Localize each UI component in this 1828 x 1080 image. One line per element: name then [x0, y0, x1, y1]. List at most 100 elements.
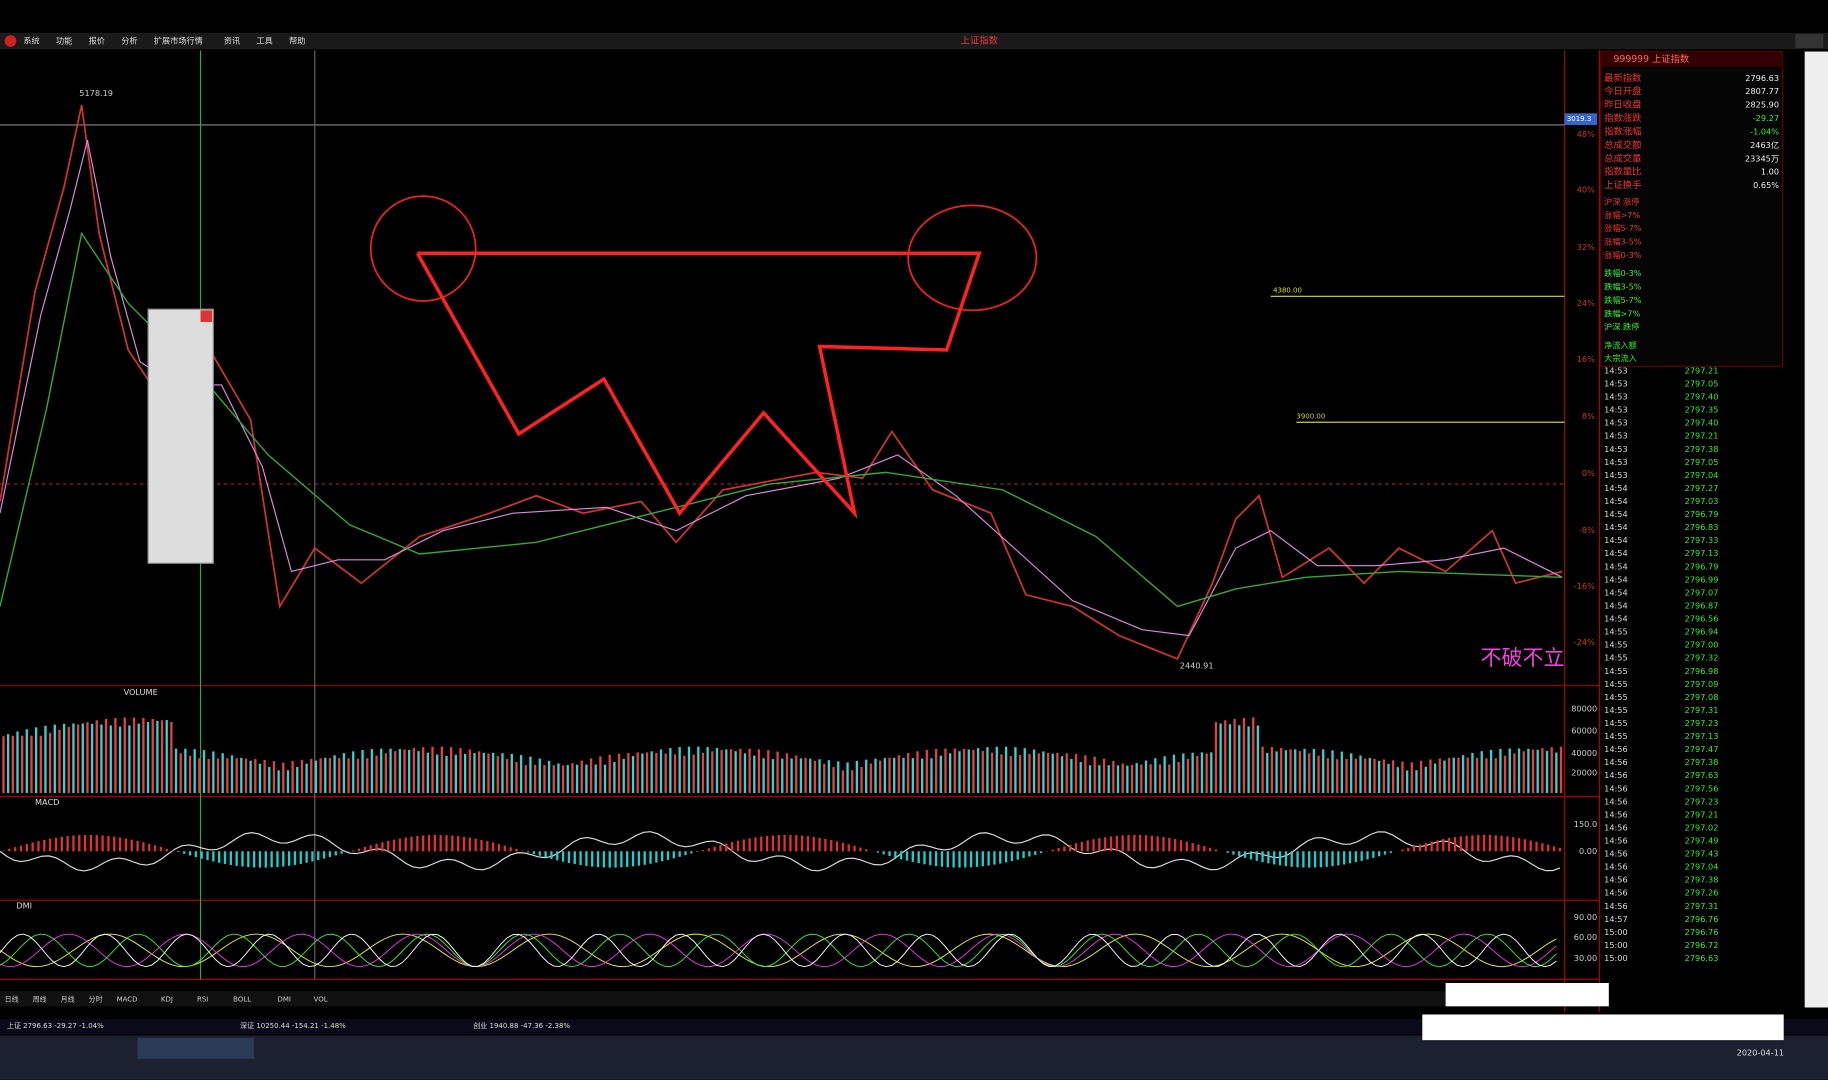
menu-item[interactable]: 功能	[56, 36, 72, 46]
volume-bar	[818, 759, 821, 793]
macd-bar	[1063, 846, 1066, 852]
volume-bar	[1084, 755, 1087, 793]
menu-item[interactable]: 报价	[89, 36, 105, 46]
tab[interactable]: 月线	[61, 994, 75, 1003]
volume-bar	[524, 765, 527, 793]
volume-bar	[352, 751, 355, 793]
volume-bar	[1238, 725, 1241, 793]
macd-bar	[387, 840, 390, 852]
volume-bar	[1345, 758, 1348, 793]
macd-bar	[322, 851, 326, 859]
macd-bar	[835, 841, 839, 852]
volume-bar	[1354, 758, 1358, 793]
volume-bar	[659, 749, 663, 793]
volume-bar	[1317, 755, 1320, 793]
volume-bar	[771, 759, 775, 793]
macd-bar	[241, 851, 244, 867]
volume-bar	[1289, 749, 1292, 793]
drawing-toolbox[interactable]	[147, 308, 214, 564]
macd-bar	[177, 851, 180, 853]
volume-bar	[804, 757, 807, 793]
volume-bar	[361, 750, 364, 793]
volume-bar	[356, 758, 360, 793]
volume-bar	[6, 734, 10, 793]
macd-bar	[1389, 851, 1392, 853]
tick-price: 2796.76	[1685, 914, 1719, 924]
menu-item[interactable]: 工具	[256, 36, 272, 46]
macd-bar	[1098, 838, 1101, 852]
macd-bar	[905, 851, 909, 861]
menu-item[interactable]: 扩展市场行情	[154, 36, 203, 46]
volume-bar	[491, 752, 495, 793]
macd-bar	[684, 851, 687, 856]
volume-bar	[897, 755, 901, 793]
volume-bar	[944, 748, 947, 793]
side-toolbar[interactable]	[1804, 51, 1828, 1008]
tab[interactable]: 分时	[89, 994, 103, 1003]
annotation-toolbar[interactable]	[1422, 1014, 1784, 1041]
tick-time: 14:53	[1604, 379, 1628, 389]
tab[interactable]: DMI	[277, 995, 290, 1003]
macd-bar	[1535, 841, 1538, 852]
volume-bar	[1471, 752, 1474, 793]
volume-bar	[272, 761, 276, 793]
tab[interactable]: BOLL	[233, 995, 251, 1003]
macd-bar	[1226, 851, 1229, 853]
volume-bar	[860, 766, 863, 793]
menu-item[interactable]: 分析	[121, 36, 137, 46]
tab[interactable]: MACD	[117, 995, 138, 1003]
volume-bar	[1429, 759, 1432, 793]
volume-bar	[907, 753, 910, 793]
tick-time: 14:56	[1604, 757, 1628, 767]
tick-time: 14:57	[1604, 914, 1628, 924]
tab[interactable]: RSI	[197, 995, 208, 1003]
volume-bar	[934, 749, 938, 793]
macd-bar	[416, 835, 419, 852]
macd-bar	[573, 851, 576, 865]
macd-bar	[847, 844, 850, 852]
macd-bar	[439, 834, 442, 852]
tick-time: 14:54	[1604, 561, 1628, 571]
volume-bar	[510, 753, 513, 793]
dmi-line	[0, 933, 1557, 968]
color-palette[interactable]	[1445, 983, 1609, 1007]
macd-bar	[264, 851, 267, 868]
tick-price: 2797.03	[1685, 496, 1719, 506]
annotation-circle	[907, 204, 1038, 312]
macd-bar	[474, 838, 477, 852]
macd-bar	[1197, 844, 1200, 852]
menu-item[interactable]: 系统	[23, 36, 39, 46]
macd-bar	[1109, 836, 1113, 852]
macd-bar	[830, 840, 833, 852]
macd-bar	[1529, 840, 1532, 852]
macd-bar	[614, 851, 617, 868]
menu-item[interactable]: 资讯	[224, 36, 240, 46]
macd-bar	[981, 851, 984, 867]
menu-item[interactable]: 帮助	[289, 36, 305, 46]
breadth-label: 净流入额	[1604, 340, 1637, 350]
tick-time: 14:56	[1604, 836, 1628, 846]
toolbox-close[interactable]	[200, 310, 213, 322]
tick-price: 2797.27	[1685, 483, 1719, 493]
volume-bar	[67, 726, 70, 793]
tick-price: 2797.21	[1685, 809, 1719, 819]
volume-bar	[48, 732, 52, 793]
tab[interactable]: VOL	[314, 995, 328, 1003]
volume-bar	[137, 723, 140, 793]
volume-bar	[482, 752, 485, 793]
volume-bar	[1359, 755, 1362, 793]
window-controls[interactable]	[1795, 34, 1824, 49]
tick-price: 2797.56	[1685, 783, 1719, 793]
tick-price: 2797.21	[1685, 365, 1719, 375]
taskbar-app[interactable]	[137, 1037, 255, 1059]
macd-bar	[1337, 851, 1340, 866]
tab[interactable]: 周线	[33, 994, 47, 1003]
macd-bar	[398, 838, 402, 852]
tab[interactable]: 日线	[5, 994, 19, 1003]
volume-bar	[160, 720, 164, 793]
macd-bar	[1500, 835, 1503, 852]
tab-bar	[0, 991, 1600, 1007]
macd-bar	[952, 851, 955, 868]
tick-time: 14:56	[1604, 796, 1628, 806]
tab[interactable]: KDJ	[161, 995, 173, 1003]
